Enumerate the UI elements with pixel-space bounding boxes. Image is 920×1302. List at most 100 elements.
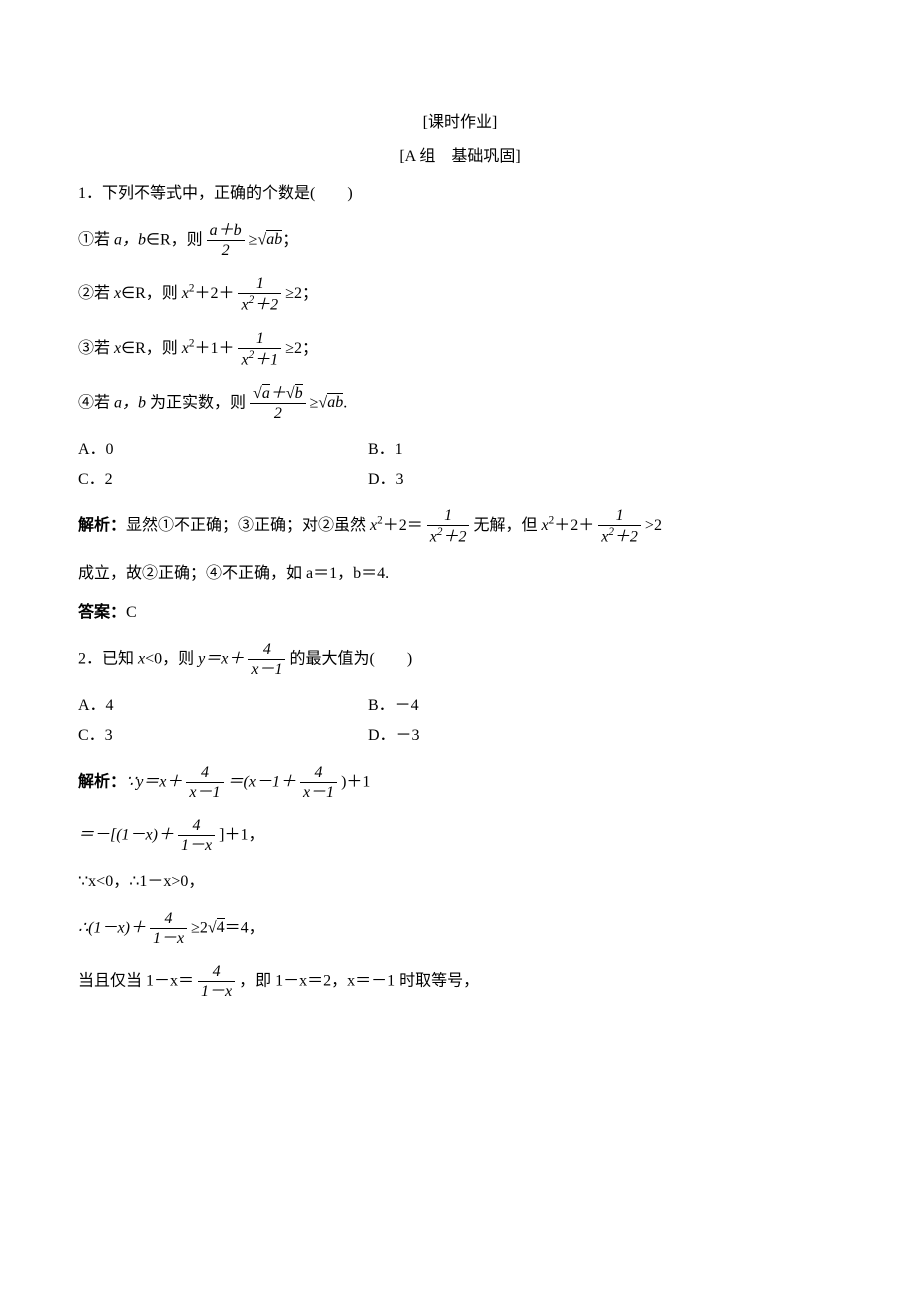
q1-s3-frac: 1 x2＋1 bbox=[238, 329, 281, 370]
q2-sol2-num: 4 bbox=[178, 816, 215, 836]
q1-s4-frac-num: √a＋√b bbox=[250, 384, 306, 404]
q2-sol1-a: ∵y＝x＋ bbox=[126, 773, 182, 790]
q2-sol-label: 解析： bbox=[78, 773, 126, 790]
q2-sol4-num: 4 bbox=[150, 909, 187, 929]
q2-opt-d: D．－3 bbox=[368, 723, 842, 749]
q1-s2-geq: ≥2； bbox=[285, 285, 318, 302]
header-title-2: [A 组 基础巩固] bbox=[78, 144, 842, 170]
q1-sol-eq2-b: ＋2＋ bbox=[554, 517, 594, 534]
q2-options-row2: C．3 D．－3 bbox=[78, 723, 842, 749]
q2-sol2-b: ]＋1， bbox=[219, 826, 264, 843]
q1-opt-c: C．2 bbox=[78, 467, 368, 493]
q2-sol-line5: 当且仅当 1－x＝ 4 1－x ，即 1－x＝2，x＝－1 时取等号， bbox=[78, 962, 842, 1001]
q1-s1-in: ∈R，则 bbox=[146, 231, 203, 248]
q2-sol1-c: )＋1 bbox=[341, 773, 370, 790]
q1-s3-lhs-a: x bbox=[182, 340, 189, 357]
q1-s3-den-b: ＋1 bbox=[254, 351, 278, 368]
q1-statement-2: ②若 x∈R，则 x2＋2＋ 1 x2＋2 ≥2； bbox=[78, 274, 842, 315]
q2-stem-den: x－1 bbox=[248, 660, 285, 679]
q1-opt-b: B．1 bbox=[368, 437, 842, 463]
q2-sol5-num: 4 bbox=[198, 962, 235, 982]
page-root: [课时作业] [A 组 基础巩固] 1．下列不等式中，正确的个数是( ) ①若 … bbox=[0, 0, 920, 1066]
q1-statement-3: ③若 x∈R，则 x2＋1＋ 1 x2＋1 ≥2； bbox=[78, 329, 842, 370]
q1-stem: 1．下列不等式中，正确的个数是( ) bbox=[78, 181, 842, 207]
q1-s4-txt: 为正实数，则 bbox=[146, 394, 246, 411]
header-title-1: [课时作业] bbox=[78, 110, 842, 136]
q1-sol-eq2-frac: 1 x2＋2 bbox=[598, 506, 641, 547]
q2-sol5-b: ，即 1－x＝2，x＝－1 时取等号， bbox=[239, 973, 479, 990]
q1-s2-den-b: ＋2 bbox=[254, 297, 278, 314]
q2-stem-frac: 4 x－1 bbox=[248, 640, 285, 679]
q1-sol-eq1-b: ＋2＝ bbox=[383, 517, 423, 534]
q2-sol4-den: 1－x bbox=[150, 929, 187, 948]
q1-s1-ab: a，b bbox=[114, 231, 146, 248]
q2-sol1-num2: 4 bbox=[300, 763, 337, 783]
q1-answer: 答案：C bbox=[78, 600, 842, 626]
q1-s4-frac-den: 2 bbox=[250, 404, 306, 423]
q2-stem-y: y＝x＋ bbox=[198, 650, 244, 667]
q2-sol-line1: 解析：∵y＝x＋ 4 x－1 ＝(x－1＋ 4 x－1 )＋1 bbox=[78, 763, 842, 802]
q2-sol1-den2: x－1 bbox=[300, 783, 337, 802]
q2-sol1-b: ＝(x－1＋ bbox=[228, 773, 296, 790]
q1-s4-end: . bbox=[343, 394, 347, 411]
q2-opt-a: A．4 bbox=[78, 693, 368, 719]
q1-sol-t1: 显然①不正确；③正确；对②虽然 bbox=[126, 517, 370, 534]
q1-sol-eq1-num: 1 bbox=[427, 506, 470, 526]
q1-sol-eq2-num: 1 bbox=[598, 506, 641, 526]
q1-sol-eq1-frac: 1 x2＋2 bbox=[427, 506, 470, 547]
q2-sol-line4: ∴(1－x)＋ 4 1－x ≥2√4＝4， bbox=[78, 909, 842, 948]
q2-stem-pre: 2．已知 bbox=[78, 650, 138, 667]
q1-s3-geq: ≥2； bbox=[285, 340, 318, 357]
q1-s4-sqrt: √ab bbox=[318, 393, 343, 411]
q1-s3-pre: ③若 bbox=[78, 340, 114, 357]
q1-ans-label: 答案： bbox=[78, 604, 126, 621]
q2-sol5-frac: 4 1－x bbox=[198, 962, 235, 1001]
q2-sol2-den: 1－x bbox=[178, 836, 215, 855]
q1-s4-frac: √a＋√b 2 bbox=[250, 384, 306, 423]
q1-s2-frac-den: x2＋2 bbox=[238, 294, 281, 315]
q1-statement-4: ④若 a，b 为正实数，则 √a＋√b 2 ≥√ab. bbox=[78, 384, 842, 423]
q1-s4-pre: ④若 bbox=[78, 394, 114, 411]
q1-options-row2: C．2 D．3 bbox=[78, 467, 842, 493]
header-title-2a: [A 组 bbox=[399, 148, 435, 165]
q2-sol4-frac: 4 1－x bbox=[150, 909, 187, 948]
q1-solution-line2: 成立，故②正确；④不正确，如 a＝1，b＝4. bbox=[78, 561, 842, 587]
q2-sol4-b: ≥2√4＝4， bbox=[191, 918, 265, 936]
q2-sol1-frac1: 4 x－1 bbox=[186, 763, 223, 802]
q2-sol2-frac: 4 1－x bbox=[178, 816, 215, 855]
q1-s1-frac-num: a＋b bbox=[207, 221, 245, 241]
q2-sol2-a: ＝－[(1－x)＋ bbox=[78, 826, 174, 843]
q2-opt-b: B．－4 bbox=[368, 693, 842, 719]
q1-solution-line1: 解析：显然①不正确；③正确；对②虽然 x2＋2＝ 1 x2＋2 无解，但 x2＋… bbox=[78, 506, 842, 547]
q1-s2-pre: ②若 bbox=[78, 285, 114, 302]
q2-sol4-a: ∴(1－x)＋ bbox=[78, 919, 146, 936]
q1-sol-label: 解析： bbox=[78, 517, 126, 534]
q1-sol-t2: 无解，但 bbox=[473, 517, 541, 534]
q2-stem-mid: <0，则 bbox=[145, 650, 198, 667]
q2-sol5-a: 当且仅当 1－x＝ bbox=[78, 973, 194, 990]
q1-s2-lhs-a: x bbox=[182, 285, 189, 302]
q1-sol-eq1-den-b: ＋2 bbox=[442, 529, 466, 546]
q1-s1-frac: a＋b 2 bbox=[207, 221, 245, 260]
q1-sol-eq2-den-b: ＋2 bbox=[614, 529, 638, 546]
q1-opt-a: A．0 bbox=[78, 437, 368, 463]
q2-stem: 2．已知 x<0，则 y＝x＋ 4 x－1 的最大值为( ) bbox=[78, 640, 842, 679]
q1-s2-lhs-b: ＋2＋ bbox=[194, 285, 234, 302]
q1-ans-val: C bbox=[126, 604, 137, 621]
q2-stem-num: 4 bbox=[248, 640, 285, 660]
q2-sol1-num: 4 bbox=[186, 763, 223, 783]
q2-sol1-frac2: 4 x－1 bbox=[300, 763, 337, 802]
q2-options-row1: A．4 B．－4 bbox=[78, 693, 842, 719]
q1-options-row1: A．0 B．1 bbox=[78, 437, 842, 463]
q1-sol-eq1-den: x2＋2 bbox=[427, 526, 470, 547]
q1-s1-frac-den: 2 bbox=[207, 241, 245, 260]
q1-s2-frac: 1 x2＋2 bbox=[238, 274, 281, 315]
q2-sol-line3: ∵x<0，∴1－x>0， bbox=[78, 869, 842, 895]
q1-s3-frac-den: x2＋1 bbox=[238, 349, 281, 370]
q1-sol-t3: >2 bbox=[645, 517, 662, 534]
q1-s1-sqrt: √ab bbox=[257, 230, 282, 248]
q1-s4-ab: a，b bbox=[114, 394, 146, 411]
q1-sol-eq2-den: x2＋2 bbox=[598, 526, 641, 547]
q1-sol-eq1-den-a: x bbox=[430, 529, 437, 546]
q1-s3-frac-num: 1 bbox=[238, 329, 281, 349]
